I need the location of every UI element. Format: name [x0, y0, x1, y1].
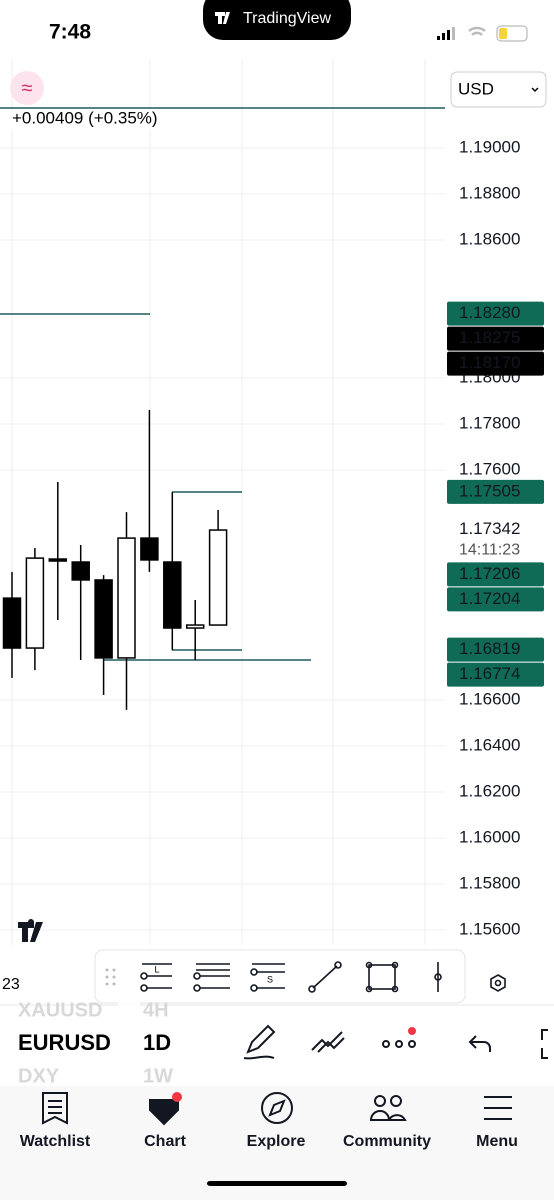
price-tag-label: 1.18170 [459, 353, 520, 372]
tool-letter: S [267, 974, 273, 984]
y-tick-label: 1.16400 [459, 736, 520, 755]
price-tag [447, 637, 544, 662]
symbol-next[interactable]: DXY [18, 1065, 60, 1087]
chart-badge [172, 1092, 182, 1102]
price-tag [447, 351, 544, 376]
price-tag [447, 587, 544, 612]
candle-body [185, 624, 205, 629]
currency: USD [458, 79, 494, 98]
y-tick-label: 1.17600 [459, 459, 520, 478]
price-tag-label: 1.18280 [459, 303, 520, 322]
nav-label[interactable]: Menu [476, 1133, 518, 1150]
interval[interactable]: 1D [143, 1030, 171, 1055]
price-tag [447, 517, 544, 562]
price-tag [447, 326, 544, 351]
nav-label[interactable]: Chart [144, 1133, 186, 1150]
countdown: 14:11:23 [459, 542, 520, 559]
candle-body [2, 597, 22, 649]
home-indicator [207, 1181, 347, 1186]
symbol[interactable]: EURUSD [18, 1030, 111, 1055]
nav-label[interactable]: Watchlist [20, 1133, 91, 1150]
logo-icon [215, 12, 230, 24]
nav-icons[interactable] [42, 1092, 512, 1126]
grip [105, 968, 116, 986]
price-change: +0.00409 (+0.35%) [12, 108, 158, 127]
wifi [468, 26, 486, 36]
alert-dot [408, 1027, 416, 1035]
tool-letter: L [154, 964, 159, 974]
y-tick-label: 1.16000 [459, 828, 520, 847]
candles [2, 409, 228, 710]
action-icons[interactable] [243, 1024, 548, 1060]
price-tag-label: 1.17204 [459, 589, 520, 608]
clock: 7:48 [49, 21, 91, 44]
currency-select[interactable] [450, 71, 547, 108]
symbol-prev[interactable]: XAUUSD [18, 999, 102, 1021]
price-tag-label: 1.16819 [459, 639, 520, 658]
y-tick-label: 1.17800 [459, 413, 520, 432]
candle-body [25, 557, 45, 649]
nav-label[interactable]: Explore [247, 1133, 306, 1150]
signal [437, 27, 455, 40]
y-tick-label: 1.16600 [459, 690, 520, 709]
tool-icons[interactable] [140, 961, 506, 993]
grid: 1.190001.188001.186001.180001.178001.176… [0, 137, 520, 939]
change-bg [0, 110, 210, 130]
candle-body [117, 537, 136, 659]
indicator-icon[interactable] [10, 71, 44, 105]
price-tag [447, 562, 544, 587]
price-tag [447, 662, 544, 687]
price-tag-label: 1.17342 [459, 519, 520, 538]
candle-body [94, 579, 113, 659]
y-tick-label: 1.15600 [459, 920, 520, 939]
y-tick-label: 1.16200 [459, 782, 520, 801]
price-tag-label: 1.18275 [459, 328, 520, 347]
v-grid [11, 60, 426, 945]
y-tick-label: 1.19000 [459, 137, 520, 156]
price-tags: 1.18280 1.18275 1.18170 1.17505 1.17342 14:11… [447, 301, 544, 687]
candle-body [140, 537, 159, 561]
price-tag-label: 1.17505 [459, 481, 520, 500]
battery-level [499, 28, 507, 39]
y-tick-label: 1.18600 [459, 229, 520, 248]
app-name: TradingView [243, 10, 331, 27]
y-tick-label: 1.15800 [459, 874, 520, 893]
island [203, 0, 351, 40]
price-tag-label: 1.16774 [459, 664, 520, 683]
price-tag [447, 301, 544, 326]
y-tick-label: 1.18800 [459, 183, 520, 202]
candle-body [48, 558, 68, 562]
price-tag-label: 1.17206 [459, 564, 520, 583]
chevron [531, 87, 539, 93]
candle-body [71, 561, 90, 581]
tv-watermark [18, 919, 43, 942]
indicator-glyph: ≈ [22, 77, 33, 99]
interval-next[interactable]: 1W [143, 1065, 173, 1087]
nav-label[interactable]: Community [343, 1133, 431, 1150]
drawings [0, 107, 445, 661]
x-label: 23 [2, 976, 20, 993]
candle-body [208, 529, 228, 626]
price-tag [447, 479, 544, 504]
candle-body [163, 561, 182, 629]
interval-prev[interactable]: 4H [143, 999, 169, 1021]
battery [496, 25, 528, 42]
fade [118, 1000, 140, 1085]
